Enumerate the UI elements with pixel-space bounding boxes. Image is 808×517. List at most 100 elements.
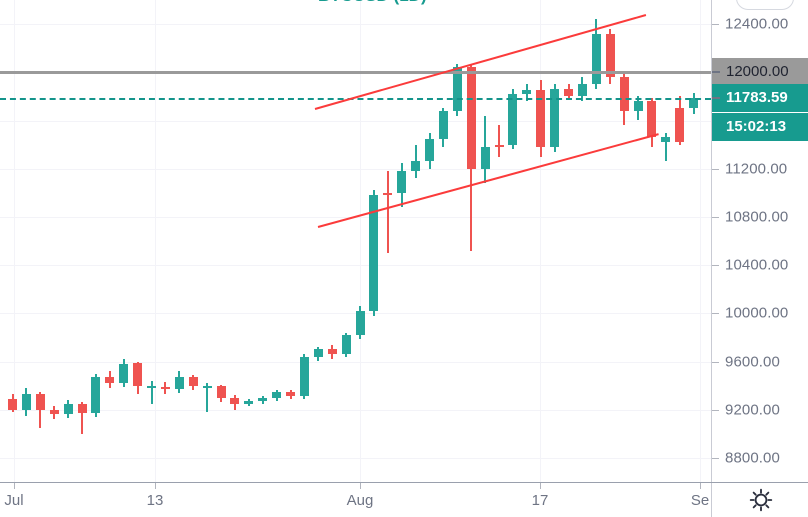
candle-body [536,90,546,147]
candle-body [174,377,184,390]
candle-wick [414,144,417,179]
price-axis-label: 10000.00 [725,304,789,322]
candle-wick [498,125,500,157]
candle-body [216,386,226,398]
price-axis-tick [711,169,719,170]
time-axis-tick [14,482,15,489]
price-axis-label: 8800.00 [725,449,780,467]
time-axis[interactable]: Jul 13 Aug 17 Se [0,482,711,517]
candle-body [133,363,143,386]
candle-body [508,93,518,145]
gridline-horizontal [0,410,711,411]
candle-body [244,400,254,404]
time-axis-label: 13 [146,492,164,509]
time-axis-tick [700,482,701,489]
candle-body [647,101,657,138]
candle-wick [150,380,153,404]
horizontal-level-line[interactable] [0,71,711,75]
candle-body [49,409,59,414]
candle-body [286,392,295,397]
current-price-tag[interactable]: 11783.59 [712,84,808,113]
level-price-tag[interactable]: 12000.00 [712,58,808,87]
candle-body [272,392,282,398]
time-axis-label: Se [690,492,710,509]
top-toolbar-pill[interactable] [736,0,794,10]
candle-body [119,363,129,384]
candle-wick [81,401,83,434]
candle-body [160,386,170,390]
price-axis-divider [711,0,712,517]
candle-body [480,147,490,169]
gridline-horizontal [0,265,711,266]
candle-body [35,394,45,410]
countdown-tag: 15:02:13 [712,113,808,142]
candle-body [258,397,268,401]
time-axis-divider [0,482,808,483]
candle-body [147,385,156,388]
candle-body [313,349,323,357]
gridline-horizontal [0,169,711,170]
chart-plot-area[interactable]: BTCUSD (1D) [0,0,711,482]
price-axis-tick [711,410,719,411]
time-axis-label: Aug [346,492,374,509]
axis-corner [711,482,808,517]
level-tag-tick [712,71,720,74]
candle-body [411,161,421,172]
candle-body [355,310,365,335]
time-axis-tick [155,482,156,489]
gridline-vertical [360,0,361,482]
candle-body [619,77,629,111]
candle-wick [664,132,667,162]
price-axis-tick [711,458,719,459]
time-axis-label: Jul [4,492,24,509]
candle-body [21,394,31,410]
price-axis-label: 9600.00 [725,353,780,370]
price-axis-label: 11200.00 [725,160,788,178]
candle-body [299,356,309,397]
candle-body [383,192,393,196]
candle-wick [39,391,42,428]
candle-body [341,334,351,355]
time-axis-tick [360,482,361,489]
chart-title: BTCUSD (1D) [318,0,427,6]
candle-wick [386,171,389,254]
candle-body [91,377,101,414]
candle-body [675,108,685,143]
time-axis-tick [540,482,541,489]
candle-body [564,89,573,97]
candle-body [494,144,504,147]
candle-body [633,101,643,111]
candle-body [661,137,671,143]
price-axis-tick [711,362,719,363]
candle-body [425,138,434,162]
price-tag-tick [712,97,720,100]
candle-body [522,90,532,94]
gridline-vertical [540,0,541,482]
price-axis-label: 12400.00 [725,15,789,33]
price-axis-tick [711,313,719,314]
candle-body [452,67,462,111]
price-axis-tick [711,24,719,25]
candle-body [230,397,240,404]
settings-gear-icon[interactable] [748,487,774,513]
gridline-vertical [14,0,15,482]
gridline-horizontal [0,24,711,25]
time-axis-label: 17 [531,492,549,509]
candle-body [369,195,379,311]
candle-body [188,377,198,386]
candle-wick [206,383,209,413]
gridline-vertical [700,0,701,482]
candle-body [438,110,448,139]
gridline-horizontal [0,458,711,459]
price-axis-tick [711,265,719,266]
candle-body [105,377,115,384]
candle-body [689,97,699,109]
gridline-horizontal [0,362,711,363]
candle-body [77,403,87,413]
gridline-vertical [155,0,156,482]
gridline-horizontal [0,121,711,122]
candle-body [591,33,601,85]
price-axis-label: 10400.00 [725,256,789,274]
price-axis-label: 9200.00 [725,401,780,419]
